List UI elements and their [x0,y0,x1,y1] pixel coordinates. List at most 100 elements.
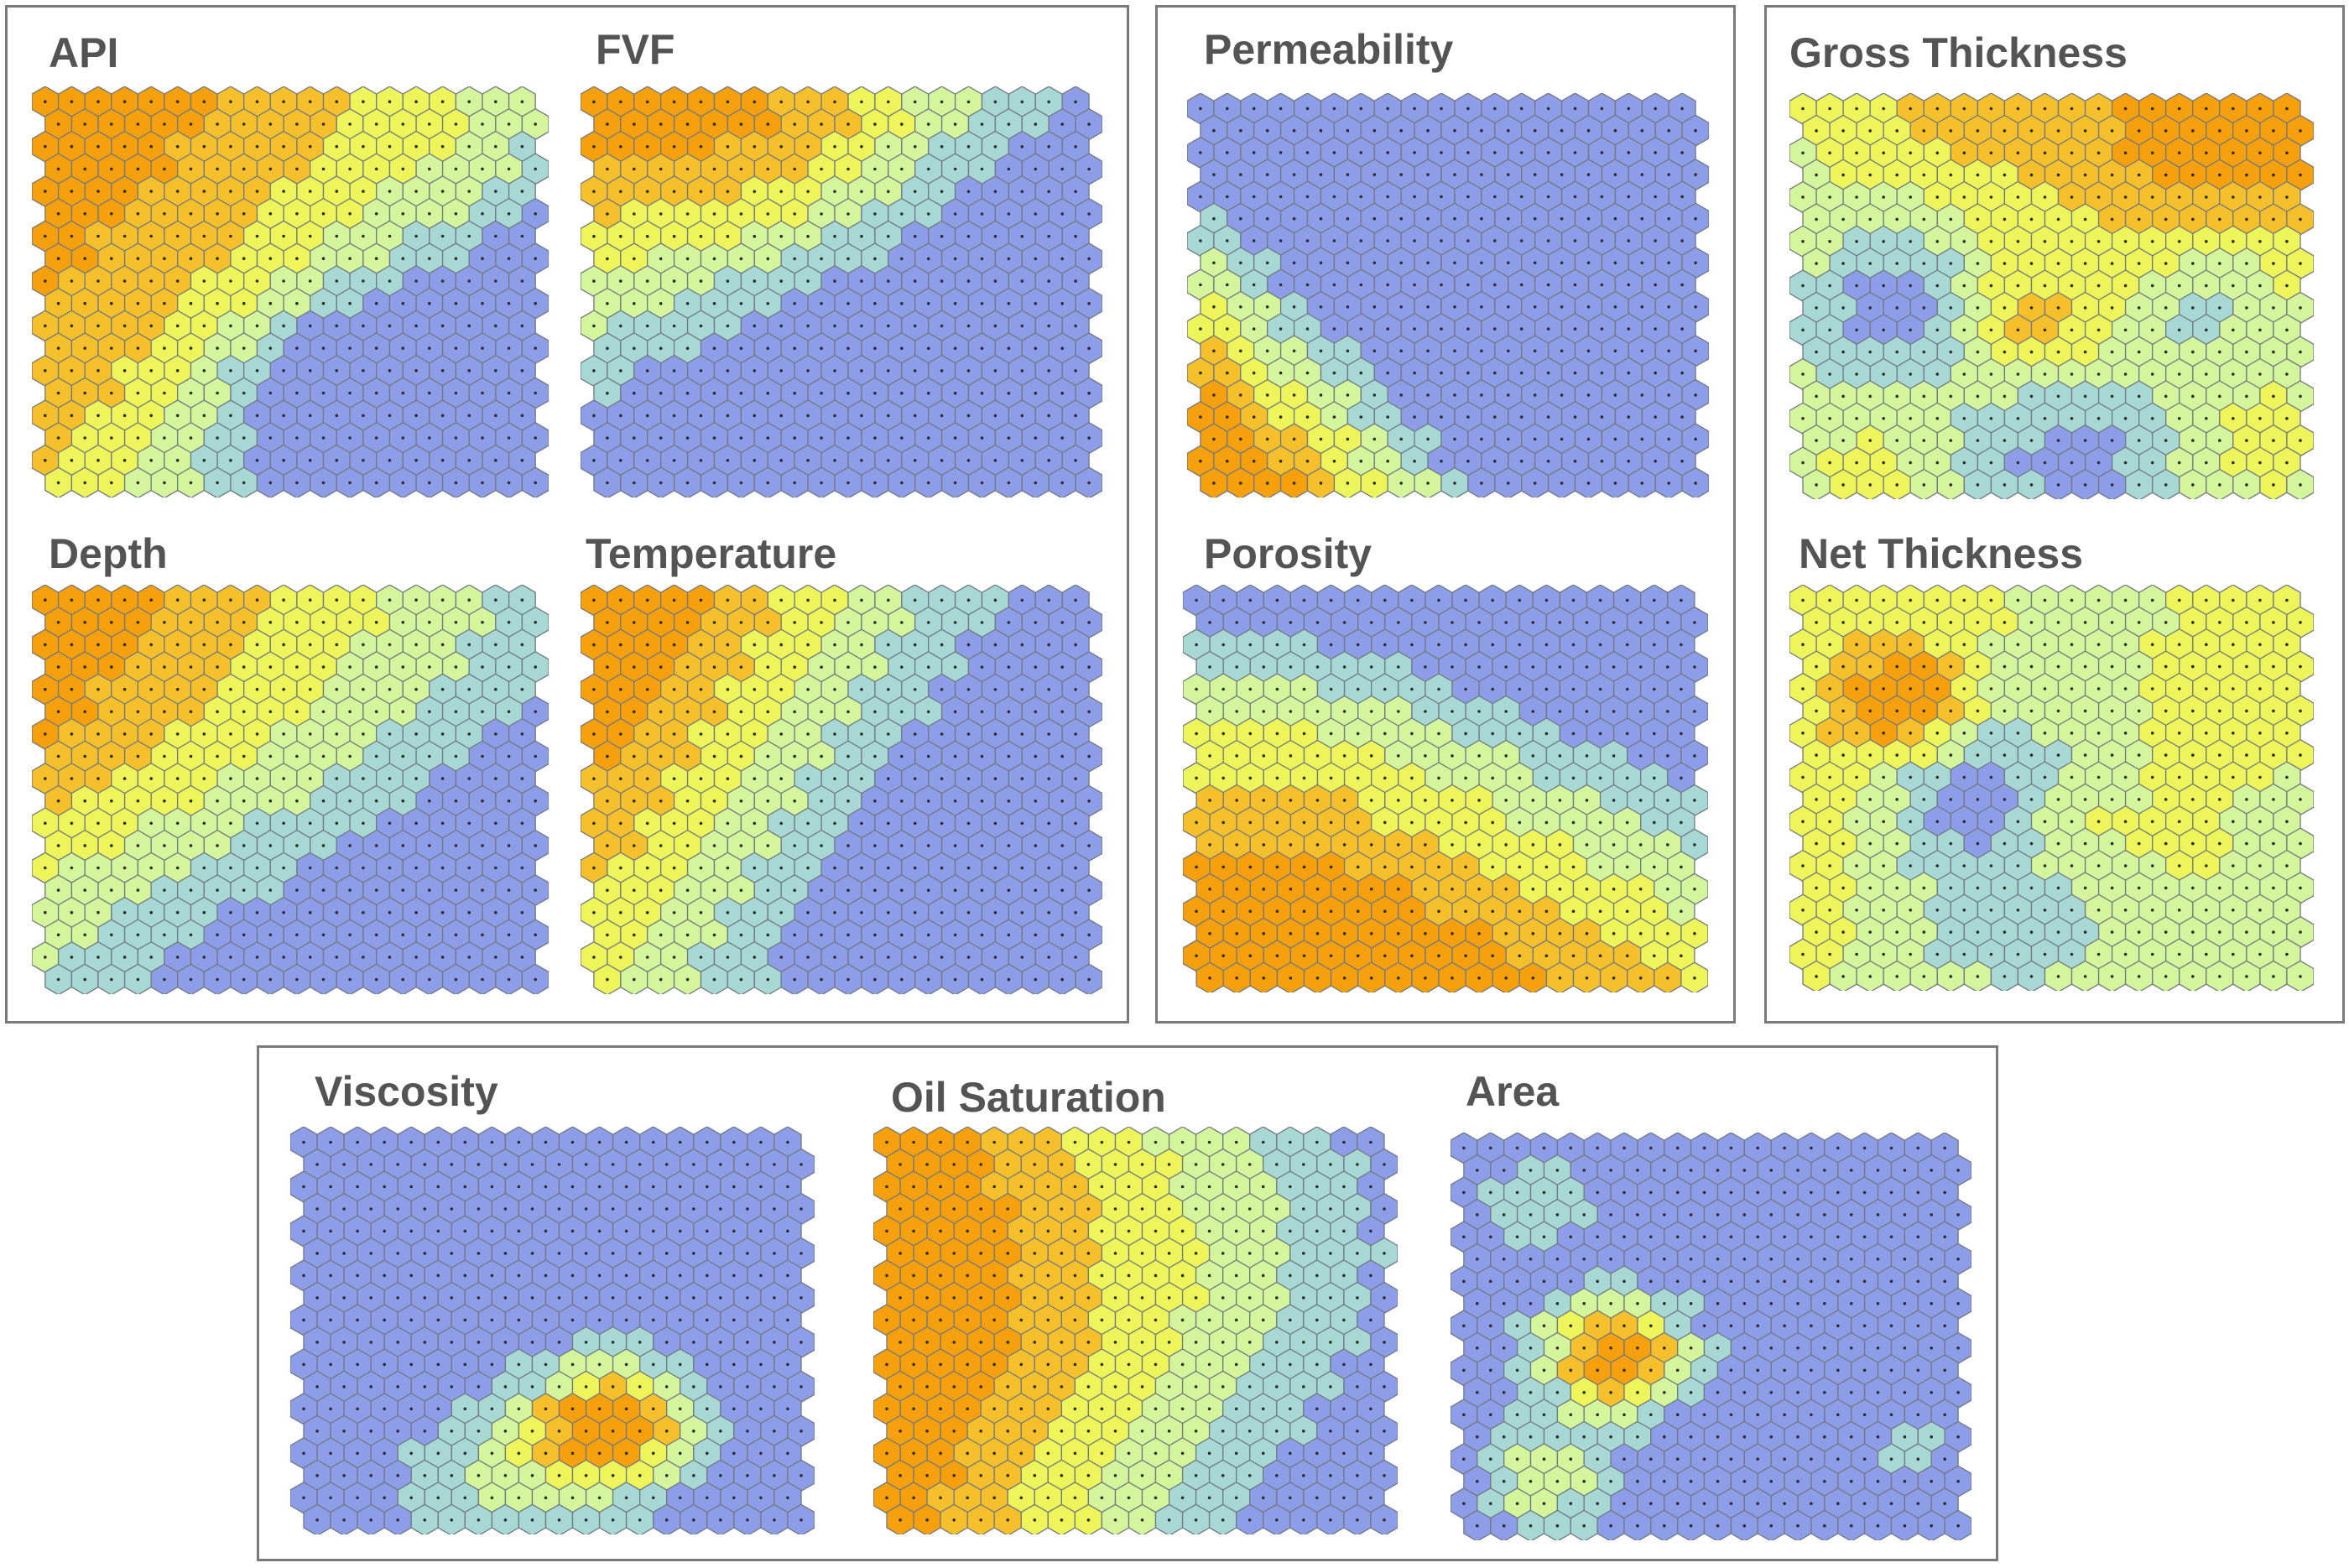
som-cell-dot [846,933,850,937]
som-cell-dot [913,324,917,328]
som-cell-dot [1359,415,1363,419]
som-cell-dot [1667,216,1670,221]
som-cell-dot [980,436,984,440]
som-cell-dot [2218,350,2221,354]
som-cell-dot [122,821,127,826]
som-cell-dot [1329,776,1333,780]
som-cell-dot [1909,240,1912,243]
som-cell-dot [401,621,405,624]
som-cell-dot [1383,687,1387,691]
som-cell-dot [619,234,622,238]
som-cell-dot [242,212,246,216]
som-cell-dot [779,643,783,647]
som-cell-dot [1466,107,1470,111]
som-cell-dot [993,190,997,194]
som-cell-dot [606,391,609,395]
som-cell-dot [1922,394,1926,399]
som-cell-dot [44,100,47,103]
som-cell-dot [507,122,511,126]
som-cell-dot [1667,349,1670,353]
som-cell-dot [454,754,458,758]
som-cell-dot [2110,664,2114,669]
som-cell-dot [2043,240,2047,243]
som-cell-dot [414,910,418,914]
som-cell-dot [846,257,850,261]
som-cell-dot [1868,262,1872,265]
som-cell-dot [966,369,971,372]
som-cell-dot [1507,173,1510,176]
som-cell-dot [712,710,716,714]
som-cell-dot [699,145,703,148]
som-cell-dot [659,844,663,847]
som-cell-dot [1627,195,1631,199]
som-cell-dot [308,777,312,780]
som-cell-dot [1289,754,1293,758]
som-cell-dot [1519,371,1523,375]
som-cell-dot [2232,372,2235,376]
som-cell-dot [2232,643,2235,647]
som-cell-dot [779,732,783,736]
som-cell-dot [1342,843,1346,847]
som-cell-dot [887,279,890,283]
som-cell-dot [2232,284,2235,288]
som-cell-dot [887,145,890,148]
som-cell-dot [56,346,60,350]
som-cell-dot [1413,151,1416,154]
som-cell-dot [2177,643,2181,647]
som-cell-dot [1560,393,1564,397]
som-cell-dot [229,777,232,780]
som-cell-dot [202,369,206,372]
som-cell-dot [216,481,219,485]
som-cell-dot [96,910,100,914]
som-cell-dot [1087,800,1091,803]
som-cell-dot [1060,391,1064,395]
som-cell-dot [494,866,497,870]
som-cell-dot [966,821,971,826]
som-cell-dot [481,888,484,892]
som-cell-dot [1477,843,1481,847]
som-cell-dot [1935,107,1940,111]
som-cell-dot [1212,349,1216,353]
som-cell-dot [753,324,757,328]
som-cell-dot [645,190,649,194]
som-cell-dot [793,665,796,669]
som-cell-dot [1020,777,1024,780]
som-cell-dot [83,122,86,126]
som-cell-dot [1239,349,1242,353]
som-cell-dot [820,302,823,305]
som-cell-dot [1558,888,1562,891]
som-cell-dot [2070,328,2074,332]
som-cell-dot [282,866,285,870]
som-cell-dot [993,777,997,780]
som-cell-dot [374,481,378,485]
som-cell-dot [1020,100,1024,104]
som-cell-dot [926,621,930,624]
som-cell-dot [1480,482,1483,485]
som-cell-dot [96,643,100,647]
som-cell-dot [440,414,445,418]
som-cell-dot [1451,799,1454,802]
som-cell-dot [1074,956,1077,959]
som-cell-dot [1828,598,1831,602]
som-cell-dot [520,100,524,103]
som-cell-dot [1413,415,1416,419]
som-cell-dot [1841,439,1845,442]
som-cell-dot [887,911,890,914]
som-cell-dot [779,459,783,462]
som-cell-dot [414,324,418,328]
som-cell-dot [1413,459,1416,463]
som-cell-dot [1372,173,1377,176]
som-cell-dot [1585,799,1589,802]
som-cell-dot [2258,284,2262,288]
som-cell-dot [619,688,622,691]
som-cell-dot [295,933,299,937]
som-cell-dot [1976,439,1980,442]
som-cell-dot [1329,820,1333,825]
som-cell-dot [175,598,180,602]
som-cell-dot [2177,240,2181,243]
som-cell-dot [766,436,770,440]
som-cell-dot [1909,417,1912,420]
som-cell-dot [1558,621,1562,624]
som-cell-dot [887,643,890,647]
som-cell-dot [1680,865,1683,869]
